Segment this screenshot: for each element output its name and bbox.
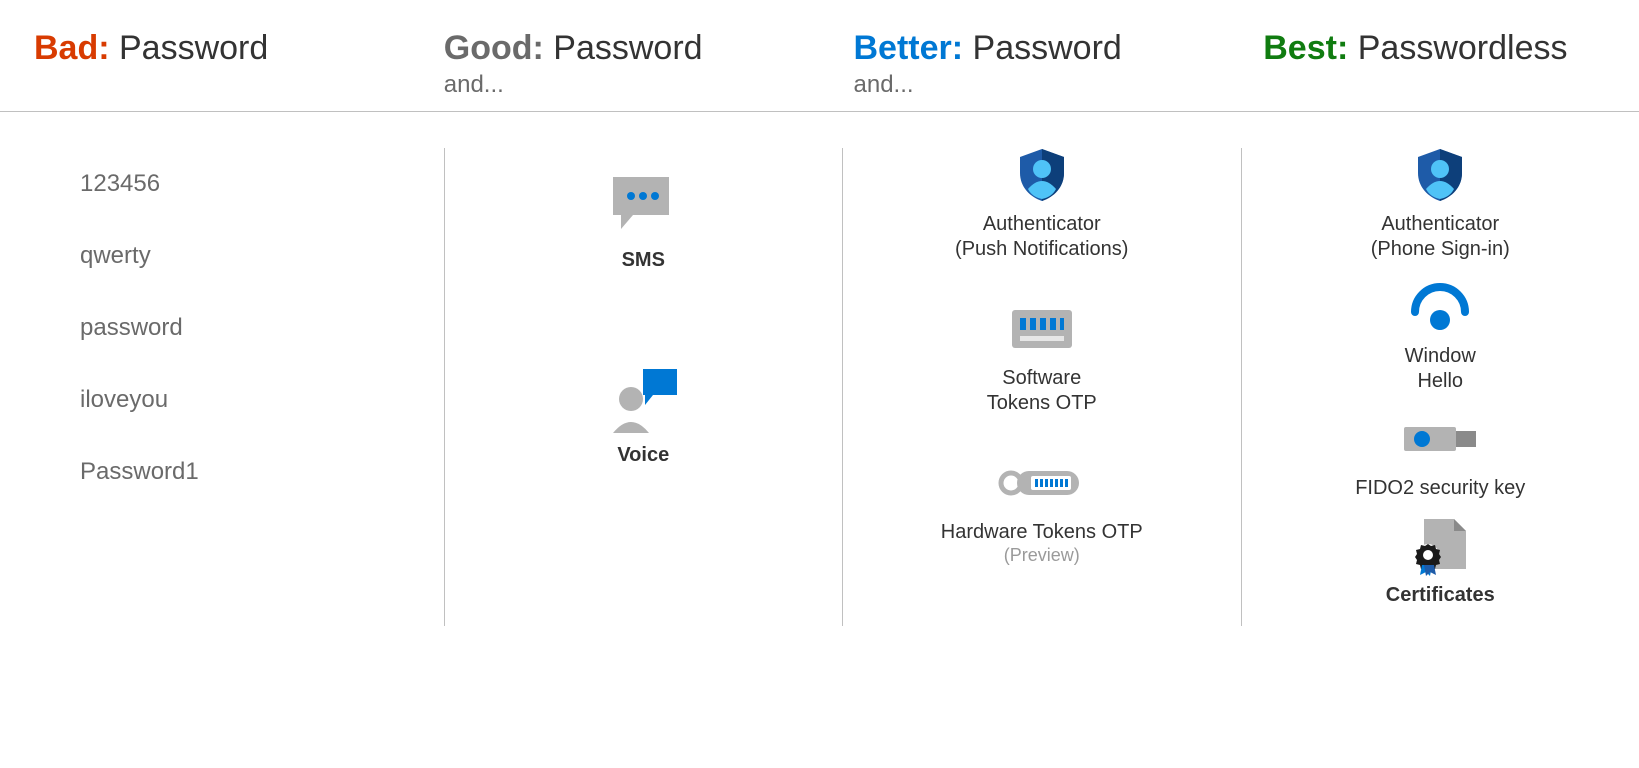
- title-text-better: Password: [963, 29, 1122, 67]
- sms-label: SMS: [622, 248, 665, 273]
- fido2-icon: [1400, 412, 1480, 466]
- col-header-best: Best: Passwordless: [1229, 28, 1639, 99]
- weak-password: 123456: [80, 170, 160, 198]
- authenticator-signin-label: Authenticator (Phone Sign-in): [1371, 212, 1510, 262]
- voice-icon: [603, 363, 683, 433]
- weak-password: password: [80, 314, 183, 342]
- method-voice: Voice: [603, 363, 683, 468]
- prefix-good: Good:: [444, 29, 544, 67]
- software-token-label: Software Tokens OTP: [987, 366, 1097, 416]
- authenticator-icon: [1413, 148, 1467, 202]
- software-token-icon: [1008, 302, 1076, 356]
- authenticator-icon: [1015, 148, 1069, 202]
- method-fido2: FIDO2 security key: [1355, 412, 1525, 501]
- weak-password: Password1: [80, 458, 199, 486]
- title-text-best: Passwordless: [1348, 29, 1567, 67]
- weak-password: qwerty: [80, 242, 151, 270]
- title-text-bad: Password: [110, 29, 269, 67]
- subtitle-better: and...: [854, 71, 1196, 99]
- method-authenticator-push: Authenticator (Push Notifications): [955, 148, 1128, 262]
- fido2-label: FIDO2 security key: [1355, 476, 1525, 501]
- method-sms: SMS: [607, 168, 679, 273]
- col-header-better: Better: Password and...: [820, 28, 1230, 99]
- header-row: Bad: Password Good: Password and... Bett…: [0, 0, 1639, 112]
- hardware-token-label: Hardware Tokens OTP: [941, 520, 1143, 545]
- title-best: Best: Passwordless: [1263, 28, 1605, 69]
- certificate-label: Certificates: [1386, 583, 1495, 608]
- prefix-better: Better:: [854, 29, 964, 67]
- col-good: SMS Voice: [445, 148, 844, 626]
- method-authenticator-signin: Authenticator (Phone Sign-in): [1371, 148, 1510, 262]
- col-bad: 123456 qwerty password iloveyou Password…: [0, 148, 445, 626]
- body-row: 123456 qwerty password iloveyou Password…: [0, 112, 1639, 626]
- prefix-best: Best:: [1263, 29, 1348, 67]
- windows-hello-icon: [1407, 280, 1473, 334]
- prefix-bad: Bad:: [34, 29, 110, 67]
- col-better: Authenticator (Push Notifications) Softw…: [843, 148, 1242, 626]
- method-software-token: Software Tokens OTP: [987, 302, 1097, 416]
- authenticator-push-label: Authenticator (Push Notifications): [955, 212, 1128, 262]
- hardware-token-sub: (Preview): [1004, 545, 1080, 566]
- title-good: Good: Password: [444, 28, 786, 69]
- hardware-token-icon: [997, 456, 1087, 510]
- voice-label: Voice: [617, 443, 669, 468]
- windows-hello-label: Window Hello: [1405, 344, 1476, 394]
- certificate-icon: [1408, 519, 1472, 573]
- weak-password: iloveyou: [80, 386, 168, 414]
- title-bad: Bad: Password: [34, 28, 376, 69]
- title-better: Better: Password: [854, 28, 1196, 69]
- col-header-bad: Bad: Password: [0, 28, 410, 99]
- method-certificate: Certificates: [1386, 519, 1495, 608]
- col-best: Authenticator (Phone Sign-in) Window Hel…: [1242, 148, 1639, 626]
- subtitle-good: and...: [444, 71, 786, 99]
- method-hardware-token: Hardware Tokens OTP (Preview): [941, 456, 1143, 566]
- col-header-good: Good: Password and...: [410, 28, 820, 99]
- title-text-good: Password: [544, 29, 703, 67]
- method-windows-hello: Window Hello: [1405, 280, 1476, 394]
- sms-icon: [607, 168, 679, 238]
